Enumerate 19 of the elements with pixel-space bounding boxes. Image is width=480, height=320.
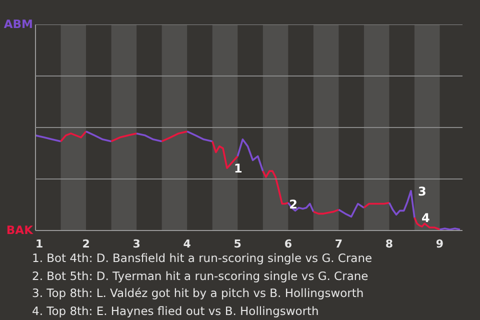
text: 3. Top 8th: L. Valdéz got hit by a pitch vs B. Hollingsworth: [32, 286, 364, 300]
text: 2. Bot 5th: D. Tyerman hit a run-scoring single vs G. Crane: [32, 268, 368, 282]
text: BAK: [6, 223, 33, 237]
text: 1. Bot 4th: D. Bansfield hit a run-scoring single vs G. Crane: [32, 251, 372, 265]
x-tick-label: 9: [436, 238, 444, 250]
x-tick-label: 3: [132, 238, 140, 250]
text: ABM: [4, 17, 33, 31]
text: 4. Top 8th: E. Haynes flied out vs B. Hollingsworth: [32, 304, 319, 318]
x-tick-label: 5: [234, 238, 242, 250]
x-tick-label: 2: [82, 238, 90, 250]
annotation: 1: [234, 162, 242, 176]
x-tick-label: 8: [385, 238, 394, 250]
x-tick-label: 4: [183, 238, 192, 250]
x-tick-label: 1: [36, 238, 44, 250]
annotation: 3: [418, 184, 426, 198]
annotation: 2: [289, 197, 298, 212]
x-tick-label: 6: [284, 238, 292, 250]
annotation: 4: [421, 211, 430, 226]
x-tick-label: 7: [334, 238, 343, 250]
